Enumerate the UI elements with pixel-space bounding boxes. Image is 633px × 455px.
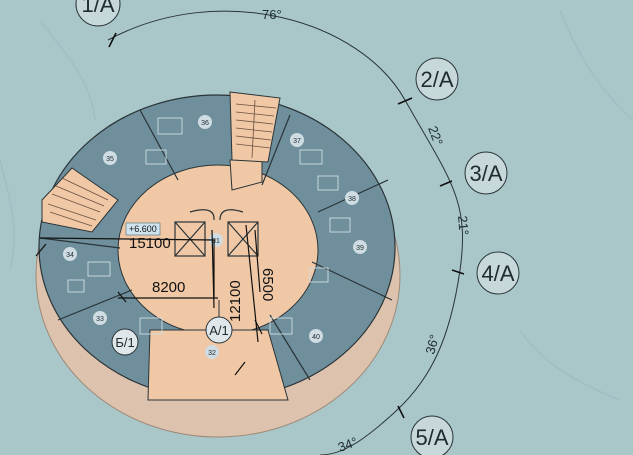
- axis-bubble-b1: Б/1: [111, 328, 139, 356]
- svg-text:12100: 12100: [227, 280, 244, 322]
- svg-text:76°: 76°: [262, 7, 282, 22]
- central-hall: [117, 159, 319, 401]
- axis-bubble-5a: 5/А: [410, 415, 454, 455]
- background-texture: [0, 9, 633, 401]
- axis-bubble-a1: А/1: [205, 316, 233, 344]
- svg-text:32: 32: [208, 350, 216, 357]
- room-33: 33: [93, 311, 107, 325]
- svg-text:37: 37: [293, 138, 301, 145]
- angle-labels: 76° 22° 21° 36° 34°: [262, 7, 472, 455]
- axis-bubble-3a: 3/А: [464, 151, 508, 195]
- svg-text:2/А: 2/А: [420, 67, 453, 92]
- svg-text:1/А: 1/А: [81, 0, 114, 17]
- svg-text:Б/1: Б/1: [115, 335, 134, 350]
- room-36: 36: [198, 115, 212, 129]
- svg-text:8200: 8200: [152, 279, 185, 296]
- room-numbers: 31 32 33 34 35 36 37 38 39 40: [63, 115, 367, 359]
- stair-core-north: [229, 91, 281, 163]
- room-38: 38: [345, 191, 359, 205]
- furniture: [67, 117, 351, 335]
- svg-text:4/А: 4/А: [481, 261, 514, 286]
- svg-text:36: 36: [201, 120, 209, 127]
- room-35: 35: [103, 151, 117, 165]
- dimension-labels: 15100 8200 12100 6500: [129, 235, 276, 322]
- room-39: 39: [353, 240, 367, 254]
- svg-text:35: 35: [106, 156, 114, 163]
- angle-arc: [107, 10, 463, 455]
- svg-text:40: 40: [312, 334, 320, 341]
- svg-text:36°: 36°: [422, 333, 442, 356]
- axis-bubble-1a: 1/А: [75, 0, 121, 27]
- svg-text:39: 39: [356, 245, 364, 252]
- svg-text:34°: 34°: [336, 434, 360, 455]
- svg-text:21°: 21°: [455, 215, 472, 236]
- room-40: 40: [309, 329, 323, 343]
- svg-text:33: 33: [96, 316, 104, 323]
- svg-text:5/А: 5/А: [415, 425, 448, 450]
- svg-text:22°: 22°: [425, 124, 446, 148]
- axis-bubble-2a: 2/А: [415, 57, 459, 101]
- dimension-lines: [35, 224, 263, 376]
- room-34: 34: [63, 247, 77, 261]
- svg-text:34: 34: [66, 252, 74, 259]
- arc-ticks: [108, 32, 465, 419]
- elevation-tag: +6.600: [125, 222, 161, 236]
- room-32: 32: [205, 345, 219, 359]
- axis-bubble-4a: 4/А: [476, 251, 520, 295]
- room-37: 37: [290, 133, 304, 147]
- svg-text:3/А: 3/А: [469, 161, 502, 186]
- svg-text:15100: 15100: [129, 235, 171, 252]
- svg-text:6500: 6500: [259, 268, 276, 301]
- svg-text:31: 31: [212, 238, 220, 245]
- svg-text:+6.600: +6.600: [129, 224, 157, 234]
- svg-text:38: 38: [348, 196, 356, 203]
- stair-core-west: [41, 167, 119, 233]
- svg-text:А/1: А/1: [209, 323, 229, 338]
